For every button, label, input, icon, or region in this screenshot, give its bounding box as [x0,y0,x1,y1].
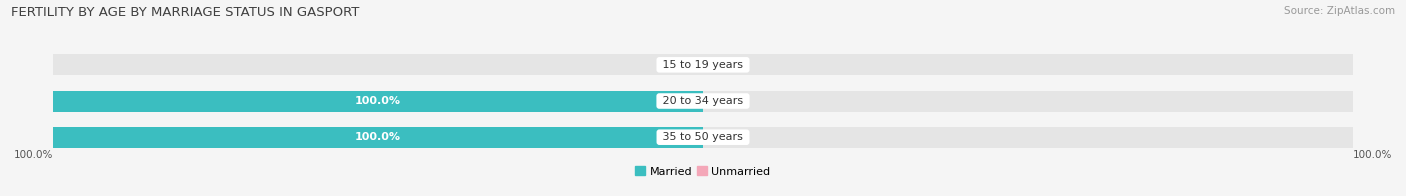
Bar [704,59,707,71]
Bar [704,95,707,107]
Text: 35 to 50 years: 35 to 50 years [659,132,747,142]
Text: 0.0%: 0.0% [711,60,740,70]
Text: 100.0%: 100.0% [14,150,53,160]
Bar [52,91,703,112]
Text: 100.0%: 100.0% [1353,150,1392,160]
Text: 100.0%: 100.0% [354,132,401,142]
Bar [52,91,1354,112]
Bar [702,95,704,107]
Text: 20 to 34 years: 20 to 34 years [659,96,747,106]
Bar [704,132,707,143]
Text: FERTILITY BY AGE BY MARRIAGE STATUS IN GASPORT: FERTILITY BY AGE BY MARRIAGE STATUS IN G… [11,6,360,19]
Text: 0.0%: 0.0% [711,96,740,106]
Text: Source: ZipAtlas.com: Source: ZipAtlas.com [1284,6,1395,16]
Text: 0.0%: 0.0% [669,60,697,70]
Bar [702,132,704,143]
Text: 100.0%: 100.0% [354,96,401,106]
Bar [52,54,1354,75]
Bar [702,59,704,71]
Bar [52,127,703,148]
Bar [52,127,1354,148]
Text: 15 to 19 years: 15 to 19 years [659,60,747,70]
Legend: Married, Unmarried: Married, Unmarried [631,162,775,181]
Text: 0.0%: 0.0% [711,132,740,142]
